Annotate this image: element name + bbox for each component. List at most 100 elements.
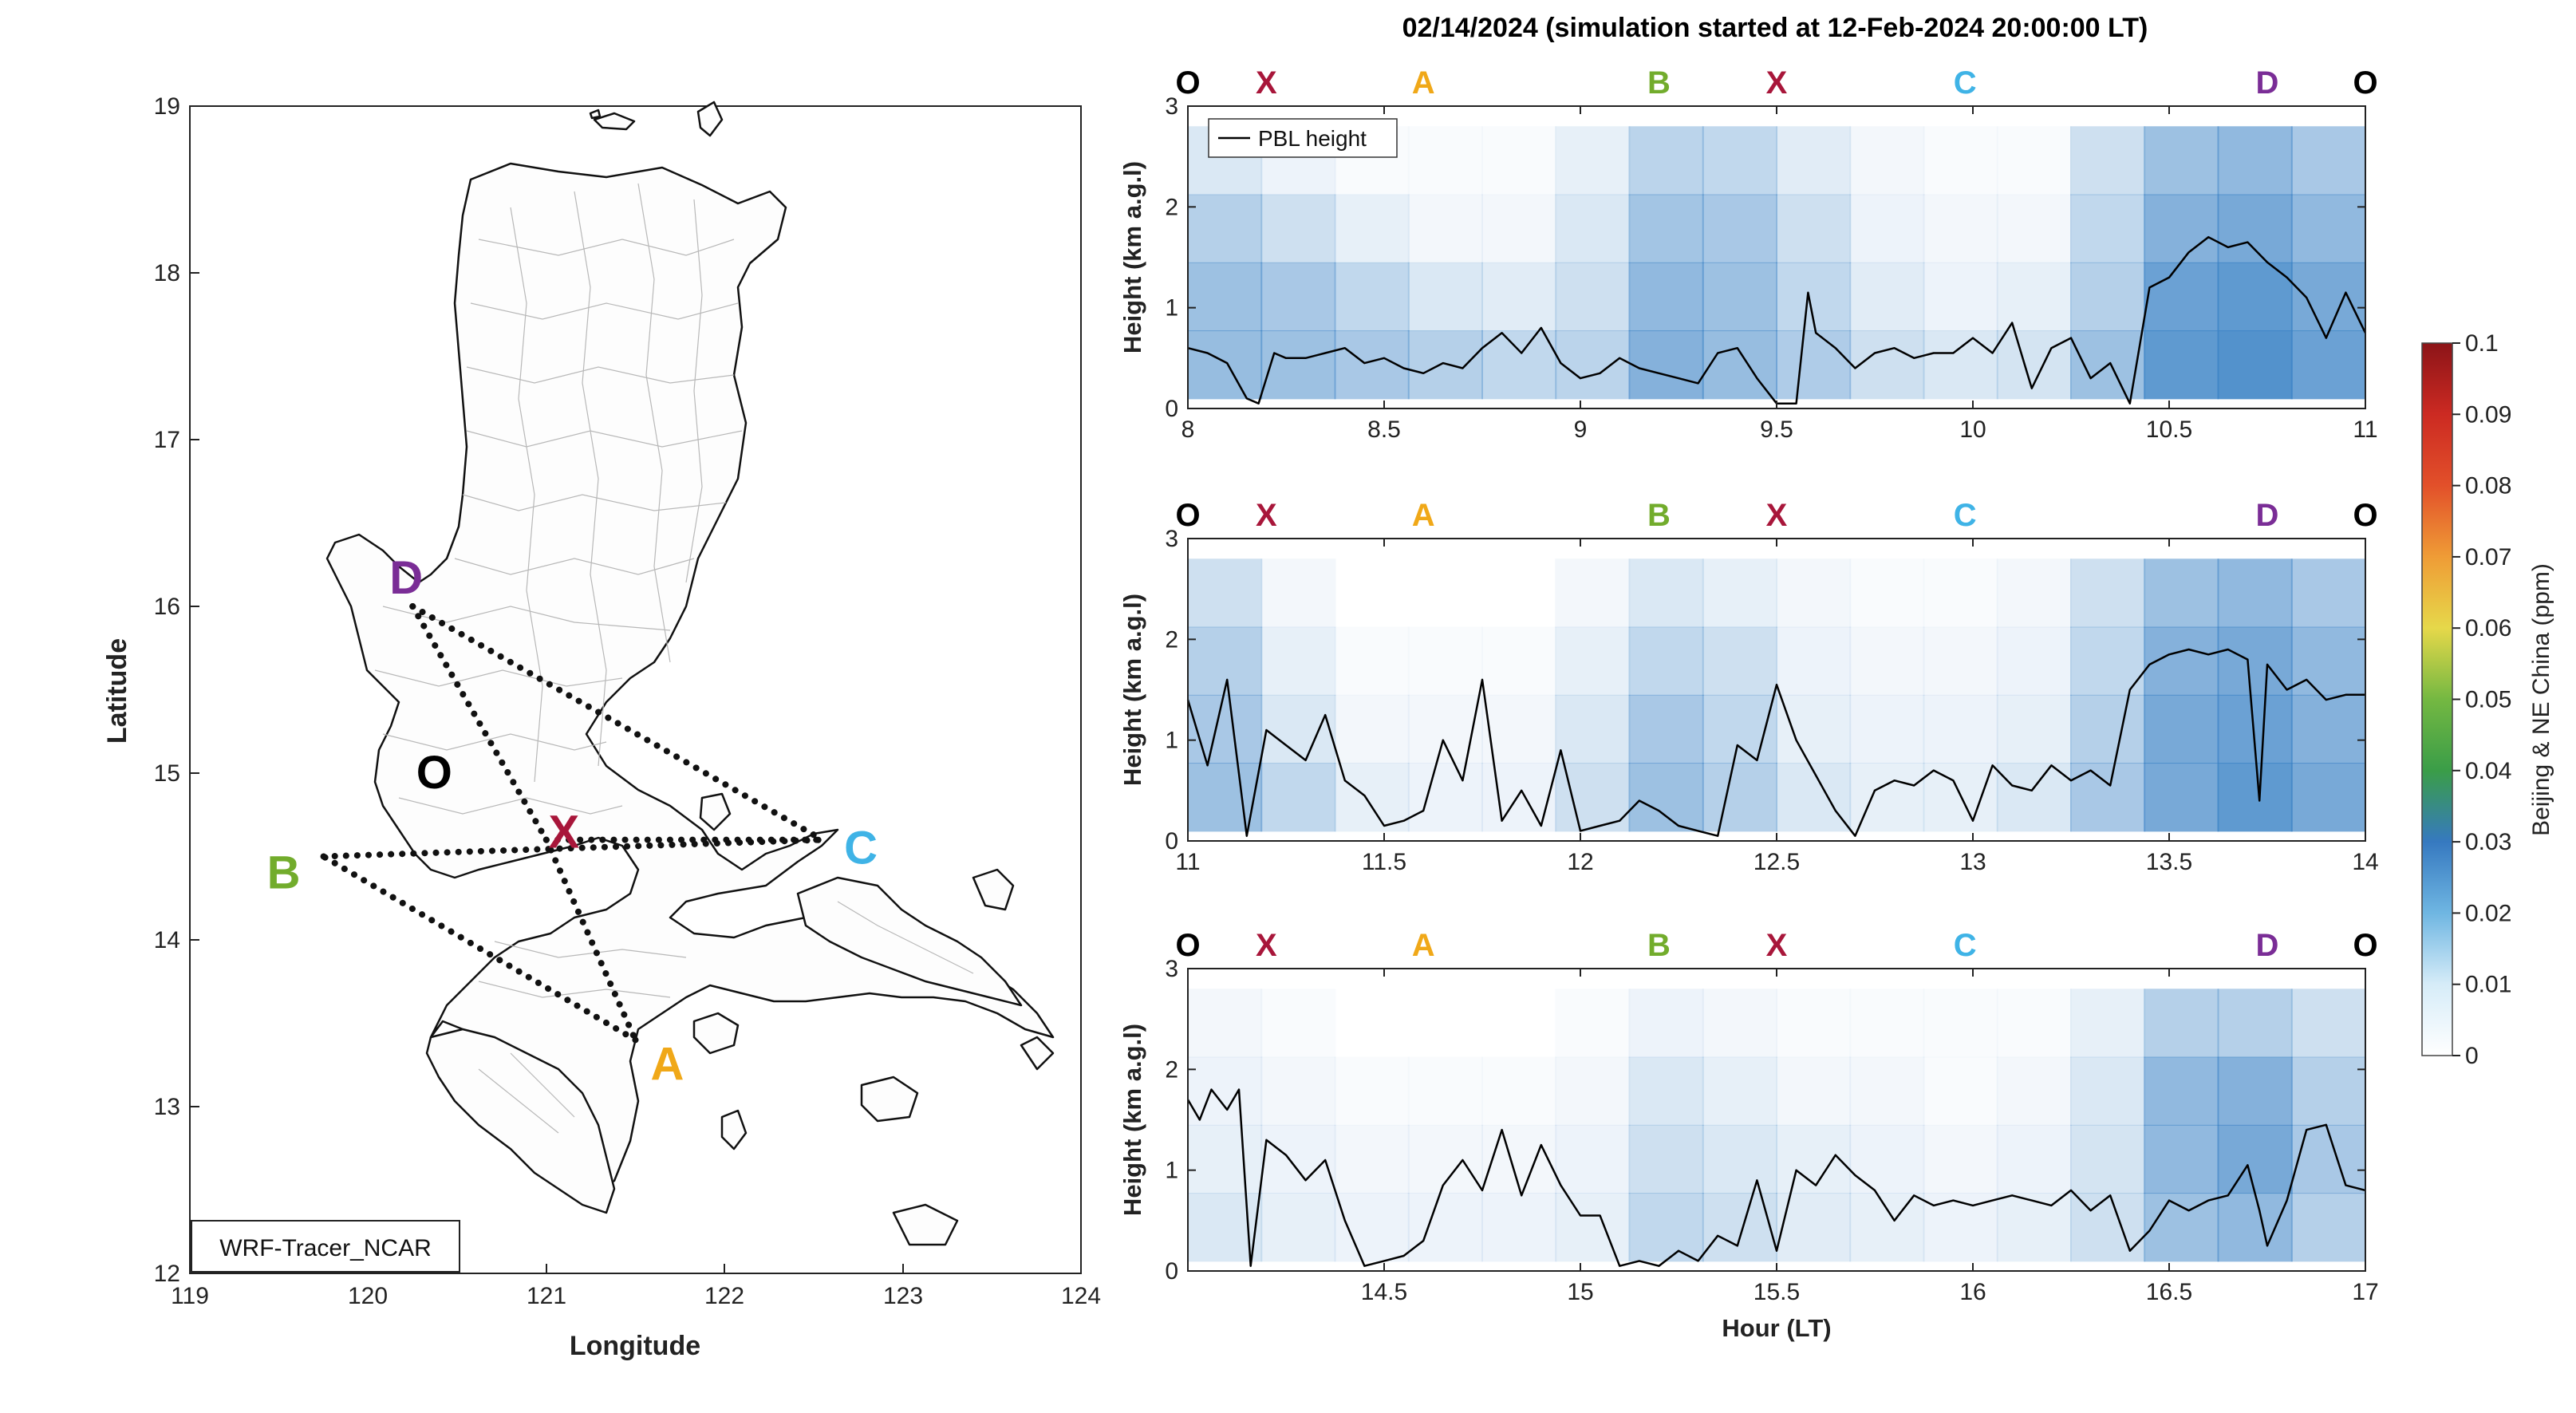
heatmap-cell: [2144, 1193, 2219, 1262]
heatmap-cell: [1260, 1193, 1336, 1262]
heatmap-cell: [1555, 262, 1631, 332]
heatmap-cell: [1555, 330, 1631, 400]
heatmap-cell: [1408, 1057, 1483, 1126]
heatmap-cell: [1849, 1124, 1925, 1194]
heatmap-cell: [1923, 1057, 1998, 1126]
heatmap-cell: [1776, 126, 1852, 195]
heatmap-cell: [1408, 989, 1483, 1057]
heatmap-cell: [1997, 126, 2072, 195]
heatmap-cell: [1849, 1193, 1925, 1262]
map-ytick-marks: [190, 272, 199, 1107]
heatmap-cell: [1334, 694, 1410, 764]
heatmap-cell: [2144, 989, 2219, 1058]
heatmap-cell: [1187, 694, 1263, 764]
heatmap-cell: [1849, 626, 1925, 696]
panel-ylabel: Height (km a.g.l): [1118, 1024, 1146, 1216]
heatmap-cell: [1996, 194, 2072, 263]
xtick-label: 9: [1574, 416, 1588, 443]
colorbar-tick-label: 0.08: [2465, 473, 2511, 499]
heatmap-cell: [1187, 763, 1263, 832]
heatmap-cell: [1996, 763, 2072, 832]
map-annotation-box: [191, 1220, 460, 1273]
waypoint-label-A: A: [1412, 65, 1435, 101]
ytick-label: 0: [1165, 396, 1178, 422]
ytick-label: 3: [1165, 93, 1178, 120]
babuyan-island-1: [593, 112, 636, 131]
colorbar-tick-label: 0.02: [2465, 900, 2511, 926]
route-segment-D-C: [409, 603, 826, 843]
heatmap-cell: [1776, 1056, 1852, 1126]
heatmap-cell: [1260, 194, 1336, 263]
heatmap-cell: [2290, 626, 2366, 696]
heatmap-cell: [2217, 126, 2293, 195]
heatmap-cell: [2290, 763, 2366, 832]
map-xtick: 119: [171, 1283, 209, 1309]
colorbar-label: Beijing & NE China (ppm): [2528, 563, 2554, 836]
heatmap-cell: [1923, 330, 1998, 400]
pbl-height-line: [1186, 1088, 2366, 1267]
heatmap-cell: [1260, 989, 1335, 1057]
heatmap-cell: [1702, 1056, 1777, 1126]
colorbar-tick-label: 0.09: [2465, 401, 2511, 428]
heatmap-cell: [1260, 626, 1336, 696]
heatmap-cell: [1923, 262, 1998, 332]
heatmap-cell: [2070, 1193, 2146, 1262]
route-segment-D-X: [409, 603, 550, 843]
heatmap-cell: [2144, 1056, 2219, 1126]
heatmap-cell: [2290, 989, 2366, 1058]
heatmap-cell: [2217, 558, 2293, 628]
legend-label: PBL height: [1258, 126, 1367, 151]
waypoint-label-D: D: [2256, 928, 2279, 963]
heatmap-cell: [1849, 262, 1925, 332]
heatmap-cell: [2290, 126, 2366, 195]
waypoint-label-D: D: [2256, 498, 2279, 533]
heatmap-cell: [2070, 262, 2146, 332]
ytick-label: 3: [1165, 526, 1178, 552]
ytick-label: 1: [1165, 295, 1178, 322]
heatmap-cell: [1187, 1193, 1263, 1262]
waypoint-label-O: O: [2353, 928, 2377, 963]
heatmap-cell: [1335, 989, 1410, 1057]
xtick-label: 14: [2352, 849, 2378, 875]
polillo-island: [699, 792, 732, 831]
colorbar-ticks: 0 0.01 0.02 0.03 0.04 0.05 0.06 0.07 0.08 0.09 0.1: [2452, 330, 2511, 1069]
colorbar-scale: [2421, 342, 2453, 1056]
heatmap-cell: [1776, 194, 1852, 263]
heatmap-cell: [2070, 626, 2146, 696]
heatmap-cell: [1555, 989, 1630, 1057]
waypoint-label-X: X: [1766, 498, 1788, 533]
heatmap-cell: [1187, 194, 1263, 263]
heatmap-cell: [1849, 694, 1925, 764]
waypoint-label-O: O: [1175, 498, 1200, 533]
heatmap-cell: [1407, 194, 1483, 263]
masbate-island: [860, 1076, 919, 1123]
heatmap-cell: [1776, 763, 1852, 832]
colorbar-tick-label: 0.06: [2465, 615, 2511, 641]
waypoint-label-O: O: [1175, 928, 1200, 963]
heatmap-cell: [1334, 194, 1410, 263]
map-ytick: 13: [154, 1094, 180, 1120]
heatmap: [1187, 126, 2366, 400]
map-ytick: 16: [154, 594, 180, 620]
map-ytick: 12: [154, 1261, 180, 1287]
heatmap-cell: [2290, 330, 2366, 400]
heatmap-cell: [1702, 763, 1777, 832]
map-land: [325, 101, 1055, 1246]
heatmap-cell: [1628, 694, 1704, 764]
heatmap-cell: [1996, 694, 2072, 764]
xtick-label: 8.5: [1367, 416, 1401, 443]
map-xticks: 119 120 121 122 123 124: [171, 1283, 1101, 1309]
heatmap-cell: [1996, 626, 2072, 696]
xtick-label: 15: [1567, 1279, 1593, 1305]
waypoint-label-A: A: [1412, 928, 1435, 963]
ytick-label: 1: [1165, 728, 1178, 754]
heatmap-cell: [2290, 1193, 2366, 1262]
heatmap-cell: [1555, 694, 1631, 764]
heatmap-cell: [2070, 763, 2146, 832]
map-xtick: 124: [1061, 1283, 1101, 1309]
heatmap-cell: [1923, 1124, 1998, 1194]
xtick-label: 10.5: [2146, 416, 2192, 443]
heatmap-cell: [1776, 558, 1852, 628]
heatmap-cell: [1187, 1124, 1263, 1194]
heatmap-cell: [1702, 626, 1777, 696]
